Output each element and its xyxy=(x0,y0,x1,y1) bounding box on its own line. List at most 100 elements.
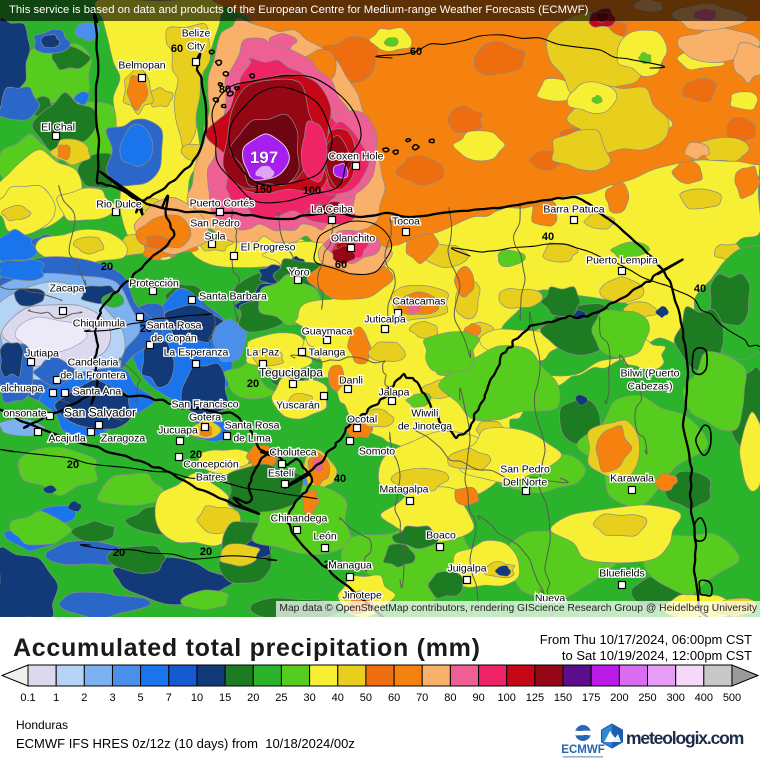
svg-text:Danli: Danli xyxy=(339,375,363,387)
svg-text:Guaymaca: Guaymaca xyxy=(302,326,353,338)
svg-text:Managua: Managua xyxy=(328,560,372,572)
svg-text:300: 300 xyxy=(667,692,685,704)
svg-text:Olanchito: Olanchito xyxy=(331,233,376,245)
svg-text:Jucuapa: Jucuapa xyxy=(158,425,198,437)
svg-text:San Pedro: San Pedro xyxy=(500,464,550,476)
svg-text:Cabezas): Cabezas) xyxy=(628,381,673,393)
svg-text:7: 7 xyxy=(166,692,172,704)
svg-text:250: 250 xyxy=(638,692,656,704)
svg-text:Zacapa: Zacapa xyxy=(49,283,84,295)
svg-text:León: León xyxy=(313,531,337,543)
svg-text:50: 50 xyxy=(360,692,372,704)
svg-text:Yoro: Yoro xyxy=(288,267,309,279)
svg-text:20: 20 xyxy=(140,323,152,335)
svg-text:Del Norte: Del Norte xyxy=(503,477,548,489)
svg-text:100: 100 xyxy=(498,692,516,704)
svg-text:60: 60 xyxy=(171,43,183,55)
svg-text:Jutiapa: Jutiapa xyxy=(25,348,59,360)
svg-text:Juticalpa: Juticalpa xyxy=(364,314,406,326)
svg-text:2: 2 xyxy=(81,692,87,704)
svg-text:175: 175 xyxy=(582,692,600,704)
svg-text:Acajutla: Acajutla xyxy=(48,433,86,445)
svg-text:La Ceiba: La Ceiba xyxy=(311,204,353,216)
svg-text:meteologix.com: meteologix.com xyxy=(626,728,744,748)
svg-text:de la Frontera: de la Frontera xyxy=(60,370,126,382)
svg-text:Tocoa: Tocoa xyxy=(392,216,420,228)
svg-text:Matagalpa: Matagalpa xyxy=(379,484,428,496)
svg-text:Choluteca: Choluteca xyxy=(269,447,316,459)
svg-text:Zaragoza: Zaragoza xyxy=(101,433,146,445)
svg-text:Boaco: Boaco xyxy=(426,530,456,542)
svg-text:5: 5 xyxy=(138,692,144,704)
svg-text:20: 20 xyxy=(67,459,79,471)
svg-text:20: 20 xyxy=(247,378,259,390)
svg-text:90: 90 xyxy=(472,692,484,704)
svg-text:El Progreso: El Progreso xyxy=(241,242,296,254)
svg-text:30: 30 xyxy=(303,692,315,704)
svg-text:197: 197 xyxy=(250,148,278,167)
svg-text:Sula: Sula xyxy=(204,231,225,243)
svg-text:100: 100 xyxy=(303,185,321,197)
svg-text:de Jinotega: de Jinotega xyxy=(398,421,452,433)
svg-text:Somoto: Somoto xyxy=(359,446,395,458)
svg-text:Chinandega: Chinandega xyxy=(271,513,328,525)
svg-text:0.1: 0.1 xyxy=(20,692,35,704)
svg-text:Batres: Batres xyxy=(196,472,226,484)
svg-text:Santa Barbara: Santa Barbara xyxy=(199,291,267,303)
svg-text:Wiwilí: Wiwilí xyxy=(411,408,438,420)
svg-text:Catacamas: Catacamas xyxy=(392,296,445,308)
svg-text:25: 25 xyxy=(275,692,287,704)
svg-text:Concepción: Concepción xyxy=(183,459,239,471)
svg-text:Santa Ana: Santa Ana xyxy=(73,386,122,398)
svg-text:City: City xyxy=(187,41,206,53)
svg-text:20: 20 xyxy=(101,261,113,273)
svg-text:de Copán: de Copán xyxy=(151,333,197,345)
svg-text:Talanga: Talanga xyxy=(309,347,346,359)
svg-text:Tegucigalpa: Tegucigalpa xyxy=(259,366,323,380)
svg-text:10: 10 xyxy=(191,692,203,704)
svg-text:San Pedro: San Pedro xyxy=(190,218,240,230)
svg-text:Ocotal: Ocotal xyxy=(347,414,377,426)
svg-text:40: 40 xyxy=(332,692,344,704)
svg-text:Belmopan: Belmopan xyxy=(118,60,165,72)
svg-text:70: 70 xyxy=(416,692,428,704)
svg-text:40: 40 xyxy=(334,473,346,485)
svg-text:Barra Patuca: Barra Patuca xyxy=(543,204,604,216)
svg-text:20: 20 xyxy=(324,559,336,571)
svg-text:El Chal: El Chal xyxy=(41,122,75,134)
svg-text:40: 40 xyxy=(694,283,706,295)
svg-text:onsonate: onsonate xyxy=(3,408,46,420)
svg-text:80: 80 xyxy=(444,692,456,704)
svg-text:40: 40 xyxy=(542,231,554,243)
svg-text:Jalapa: Jalapa xyxy=(379,387,410,399)
svg-text:Chiquimula: Chiquimula xyxy=(73,318,126,330)
svg-text:1: 1 xyxy=(53,692,59,704)
svg-text:Protección: Protección xyxy=(129,278,179,290)
svg-text:Candelaria: Candelaria xyxy=(68,357,119,369)
svg-text:Yuscarán: Yuscarán xyxy=(276,400,320,412)
svg-text:La Esperanza: La Esperanza xyxy=(164,347,229,359)
svg-text:Puerto Cortés: Puerto Cortés xyxy=(190,198,255,210)
svg-text:80: 80 xyxy=(219,84,231,96)
svg-text:400: 400 xyxy=(695,692,713,704)
svg-text:Santa Rosa: Santa Rosa xyxy=(147,320,202,332)
svg-text:Juigalpa: Juigalpa xyxy=(447,563,486,575)
svg-text:125: 125 xyxy=(526,692,544,704)
svg-text:alchuapa: alchuapa xyxy=(1,383,44,395)
svg-text:Bilwi (Puerto: Bilwi (Puerto xyxy=(621,368,680,380)
svg-text:20: 20 xyxy=(190,449,202,461)
svg-text:San Salvador: San Salvador xyxy=(64,406,136,420)
svg-text:20: 20 xyxy=(200,546,212,558)
svg-text:Karawala: Karawala xyxy=(610,473,654,485)
svg-text:Rio Dulce: Rio Dulce xyxy=(96,199,142,211)
svg-text:20: 20 xyxy=(247,692,259,704)
svg-text:Puerto Lempira: Puerto Lempira xyxy=(586,255,658,267)
svg-text:150: 150 xyxy=(554,692,572,704)
svg-text:15: 15 xyxy=(219,692,231,704)
svg-text:3: 3 xyxy=(109,692,115,704)
svg-text:Coxen Hole: Coxen Hole xyxy=(329,151,384,163)
svg-text:20: 20 xyxy=(113,547,125,559)
svg-text:San Francisco: San Francisco xyxy=(171,399,238,411)
svg-text:150: 150 xyxy=(254,184,272,196)
svg-text:Santa Rosa: Santa Rosa xyxy=(225,420,280,432)
